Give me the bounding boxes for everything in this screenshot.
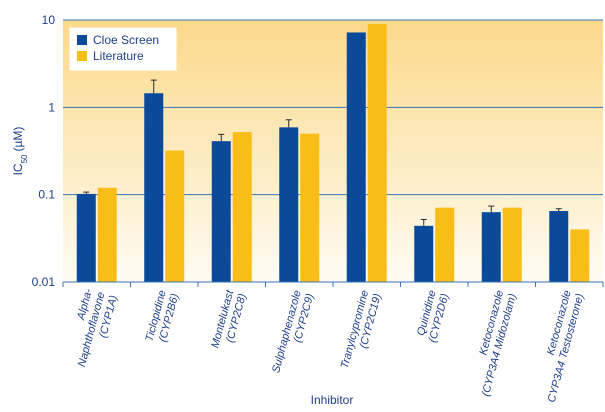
y-tick-label: 1: [48, 100, 55, 114]
category-label: Quinidine(CYP2D6): [414, 289, 451, 344]
y-tick-label: 10: [42, 13, 56, 27]
category-label: KetoconazoleCYP3A4 Testosterone): [533, 289, 586, 404]
bar-literature: [232, 132, 252, 282]
legend: Cloe Screen Literature: [69, 27, 177, 71]
y-axis-title-unit: (µM): [11, 127, 25, 152]
bar-literature: [502, 207, 522, 282]
bar-cloe-screen: [481, 212, 501, 282]
bar-cloe-screen: [346, 32, 366, 283]
category-label: Ticlopidine(CYP2B6): [144, 289, 182, 346]
bar-literature: [367, 23, 387, 282]
legend-label-cloe-screen: Cloe Screen: [93, 33, 159, 47]
y-axis-title-sub: 50: [20, 154, 29, 163]
legend-swatch-cloe-screen: [77, 35, 87, 45]
bar-literature: [300, 133, 320, 282]
y-tick-label: 0.01: [32, 275, 56, 289]
bar-literature: [165, 150, 185, 282]
category-labels: Alpha-Naphthoflavone(CYP1A) Ticlopidine(C…: [63, 287, 586, 404]
legend-box: [69, 27, 177, 71]
bar-cloe-screen: [144, 93, 164, 282]
legend-label-literature: Literature: [93, 49, 144, 63]
bar-cloe-screen: [211, 141, 231, 282]
x-axis-title: Inhibitor: [311, 393, 354, 407]
y-tick-labels: 0.01 0.1 1 10: [32, 13, 56, 289]
error-bars: [83, 79, 562, 226]
bar-literature: [97, 187, 117, 282]
bar-literature: [435, 207, 455, 282]
x-tick-marks: [62, 282, 604, 287]
bar-literature: [570, 229, 590, 282]
y-axis-title: IC50 (µM): [11, 127, 29, 176]
category-label: Sulphaphenazole(CYP2C9): [270, 289, 316, 378]
bars: [76, 23, 590, 283]
bar-cloe-screen: [76, 193, 96, 282]
legend-swatch-literature: [77, 51, 87, 61]
category-label: Montelukast(CYP2C8): [209, 288, 249, 353]
bar-cloe-screen: [279, 127, 299, 283]
y-tick-label: 0.1: [38, 188, 55, 202]
y-axis-title-main: IC: [11, 163, 25, 175]
category-label: Alpha-Naphthoflavone(CYP1A): [63, 287, 120, 372]
category-label: Ketoconazole(CYP3A4 Midozolam): [467, 289, 519, 398]
bar-cloe-screen: [414, 225, 434, 282]
category-label: Tranylcypromine(CYP2C19): [339, 289, 384, 374]
bar-cloe-screen: [549, 211, 569, 282]
